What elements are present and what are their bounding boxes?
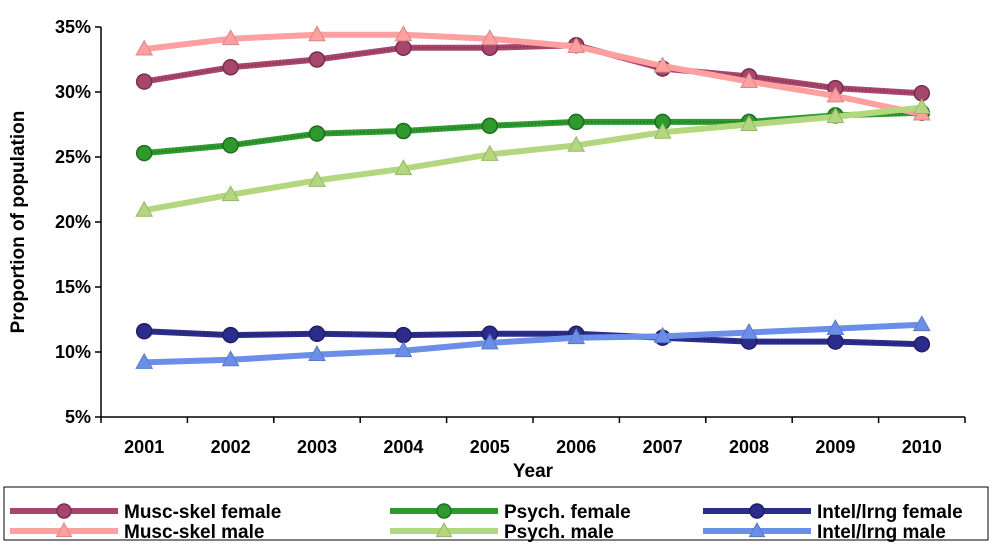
data-point [740, 322, 758, 339]
data-point [395, 122, 412, 140]
x-tick-group: 2001 2002 2003 2004 2005 2006 2007 2008 2009 2010 [100, 417, 966, 457]
x-tick-label: 2003 [297, 437, 337, 457]
y-tick-label: 10% [55, 342, 91, 362]
data-point [135, 200, 154, 217]
series-intel-lrng-male [135, 315, 931, 369]
y-tick-label: 20% [55, 212, 91, 232]
x-tick-label: 2004 [383, 437, 423, 457]
data-point [826, 86, 845, 103]
series-line [144, 321, 922, 366]
data-point [308, 170, 326, 187]
data-point [567, 113, 585, 131]
legend-item: Musc-skel female [10, 502, 281, 523]
data-point [912, 98, 931, 115]
legend-label: Psych. male [504, 522, 614, 543]
data-point [222, 326, 239, 344]
data-point [567, 36, 586, 53]
legend-label: Psych. female [504, 502, 631, 523]
x-axis-title: Year [513, 461, 554, 482]
legend-marker [435, 521, 453, 538]
legend-marker [436, 503, 452, 519]
legend: Musc-skel female Psych. female Intel/lrng … [3, 486, 989, 543]
data-point [222, 59, 239, 76]
data-point [308, 325, 326, 343]
data-point [480, 144, 499, 161]
series-line-shade [144, 44, 922, 95]
data-point [308, 125, 326, 142]
data-point [653, 56, 672, 73]
data-point [395, 39, 412, 57]
legend-item: Psych. male [390, 521, 614, 543]
x-tick-label: 2002 [211, 437, 251, 457]
series-layer [135, 25, 931, 369]
x-tick-label: 2005 [470, 437, 510, 457]
legend-label: Intel/lrng male [817, 522, 946, 543]
data-point [481, 117, 499, 135]
data-point [135, 73, 153, 90]
series-line [143, 104, 923, 214]
series-musc-skel-male [135, 25, 931, 121]
legend-label: Musc-skel female [124, 502, 281, 523]
y-tick-label: 35% [55, 17, 91, 37]
series-line-shade [144, 112, 922, 154]
data-point [221, 185, 240, 202]
data-point [740, 114, 758, 131]
data-point [308, 51, 326, 68]
data-point [826, 107, 845, 124]
x-tick-label: 2010 [902, 437, 942, 457]
series-line-shade [144, 330, 922, 345]
data-point [827, 333, 844, 350]
legend-item: Intel/lrng female [703, 502, 963, 523]
data-point [308, 345, 326, 362]
x-tick-label: 2009 [815, 437, 855, 457]
y-axis-title: Proportion of population [8, 111, 29, 334]
data-point [135, 144, 153, 162]
series-psych-male [135, 98, 931, 217]
legend-marker [56, 503, 72, 519]
data-point [135, 39, 154, 56]
legend-label: Intel/lrng female [817, 502, 963, 523]
series-line [143, 31, 923, 118]
data-point [221, 29, 240, 46]
series-line [143, 42, 922, 97]
data-point [395, 326, 412, 344]
legend-item: Psych. female [390, 502, 631, 523]
legend-marker [749, 503, 765, 519]
y-tick-label: 25% [55, 147, 91, 167]
data-point [913, 335, 931, 353]
legend-marker [748, 521, 766, 538]
y-tick-label: 5% [65, 407, 91, 427]
legend-label: Musc-skel male [124, 522, 264, 543]
x-tick-label: 2006 [556, 437, 596, 457]
data-point [221, 350, 240, 367]
x-tick-label: 2008 [729, 437, 769, 457]
data-point [653, 122, 672, 139]
data-point [222, 137, 239, 154]
data-point [308, 25, 326, 42]
data-point [135, 352, 154, 369]
x-tick-label: 2001 [124, 437, 164, 457]
legend-item: Musc-skel male [10, 521, 264, 543]
legend-item: Intel/lrng male [703, 521, 946, 543]
data-point [394, 25, 413, 42]
data-point [653, 326, 672, 343]
y-tick-label: 30% [55, 82, 91, 102]
x-tick-label: 2007 [643, 437, 683, 457]
data-point [740, 72, 758, 89]
data-point [480, 333, 499, 350]
legend-items: Musc-skel female Psych. female Intel/lrng … [10, 502, 963, 543]
data-point [912, 315, 931, 332]
data-point [394, 341, 413, 358]
y-tick-label: 15% [55, 277, 91, 297]
data-point [826, 319, 845, 336]
data-point [480, 29, 499, 46]
data-point [567, 135, 586, 152]
data-point [135, 322, 153, 340]
data-point [567, 328, 586, 345]
data-point [394, 159, 413, 176]
y-tick-group: 5% 10% 15% 20% 25% 30% 35% [55, 17, 101, 427]
legend-marker [55, 521, 73, 538]
